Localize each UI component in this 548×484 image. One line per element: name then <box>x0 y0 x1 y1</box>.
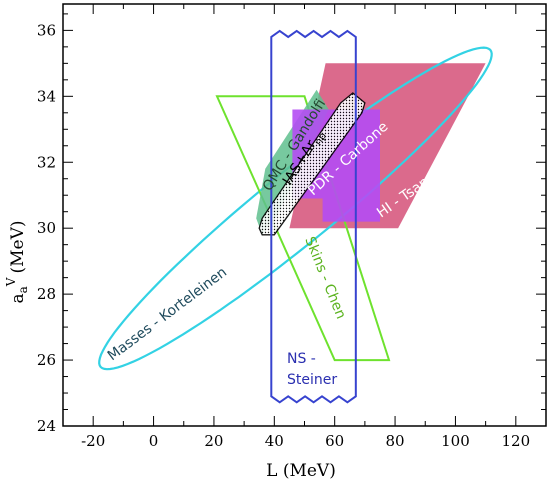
label-ns-line1: NS - <box>287 351 316 367</box>
x-tick-label: 100 <box>441 432 470 450</box>
x-tick-label: 40 <box>265 432 284 450</box>
x-tick-label: 60 <box>325 432 344 450</box>
y-tick-label: 28 <box>37 285 56 303</box>
x-tick-label: 20 <box>204 432 223 450</box>
y-tick-labels: 24 26 28 30 32 34 36 <box>37 21 56 435</box>
y-axis-title-main: a <box>8 293 28 303</box>
y-axis-title-unit: (MeV) <box>8 221 28 274</box>
y-axis-title: aaV (MeV) <box>4 221 30 304</box>
label-masses-korteleinen: Masses - Korteleinen <box>105 264 230 364</box>
x-tick-label: 0 <box>149 432 159 450</box>
y-tick-label: 30 <box>37 219 56 237</box>
region-ns-steiner <box>270 29 357 404</box>
x-axis-title: L (MeV) <box>266 461 336 481</box>
region-ias-r-np <box>258 92 366 236</box>
label-skins-chen: Skins - Chen <box>301 235 348 322</box>
axis-ticks <box>62 4 547 427</box>
y-tick-label: 32 <box>37 153 56 171</box>
x-tick-label: 80 <box>386 432 405 450</box>
y-axis-title-sub: a <box>16 286 30 293</box>
x-tick-labels: -20 0 20 40 60 80 100 120 <box>81 432 530 450</box>
y-tick-label: 26 <box>37 351 56 369</box>
region-masses-korteleinen <box>98 46 493 371</box>
x-tick-label: -20 <box>81 432 105 450</box>
region-skins-chen <box>215 95 391 362</box>
y-axis-title-sup: V <box>4 277 18 287</box>
x-tick-label: 120 <box>501 432 530 450</box>
regions-layer <box>98 29 493 404</box>
y-tick-label: 36 <box>37 21 56 39</box>
label-ns-line2: Steiner <box>287 372 337 388</box>
y-tick-label: 34 <box>37 87 56 105</box>
region-pdr-carbone <box>292 109 380 222</box>
y-tick-label: 24 <box>37 417 56 435</box>
